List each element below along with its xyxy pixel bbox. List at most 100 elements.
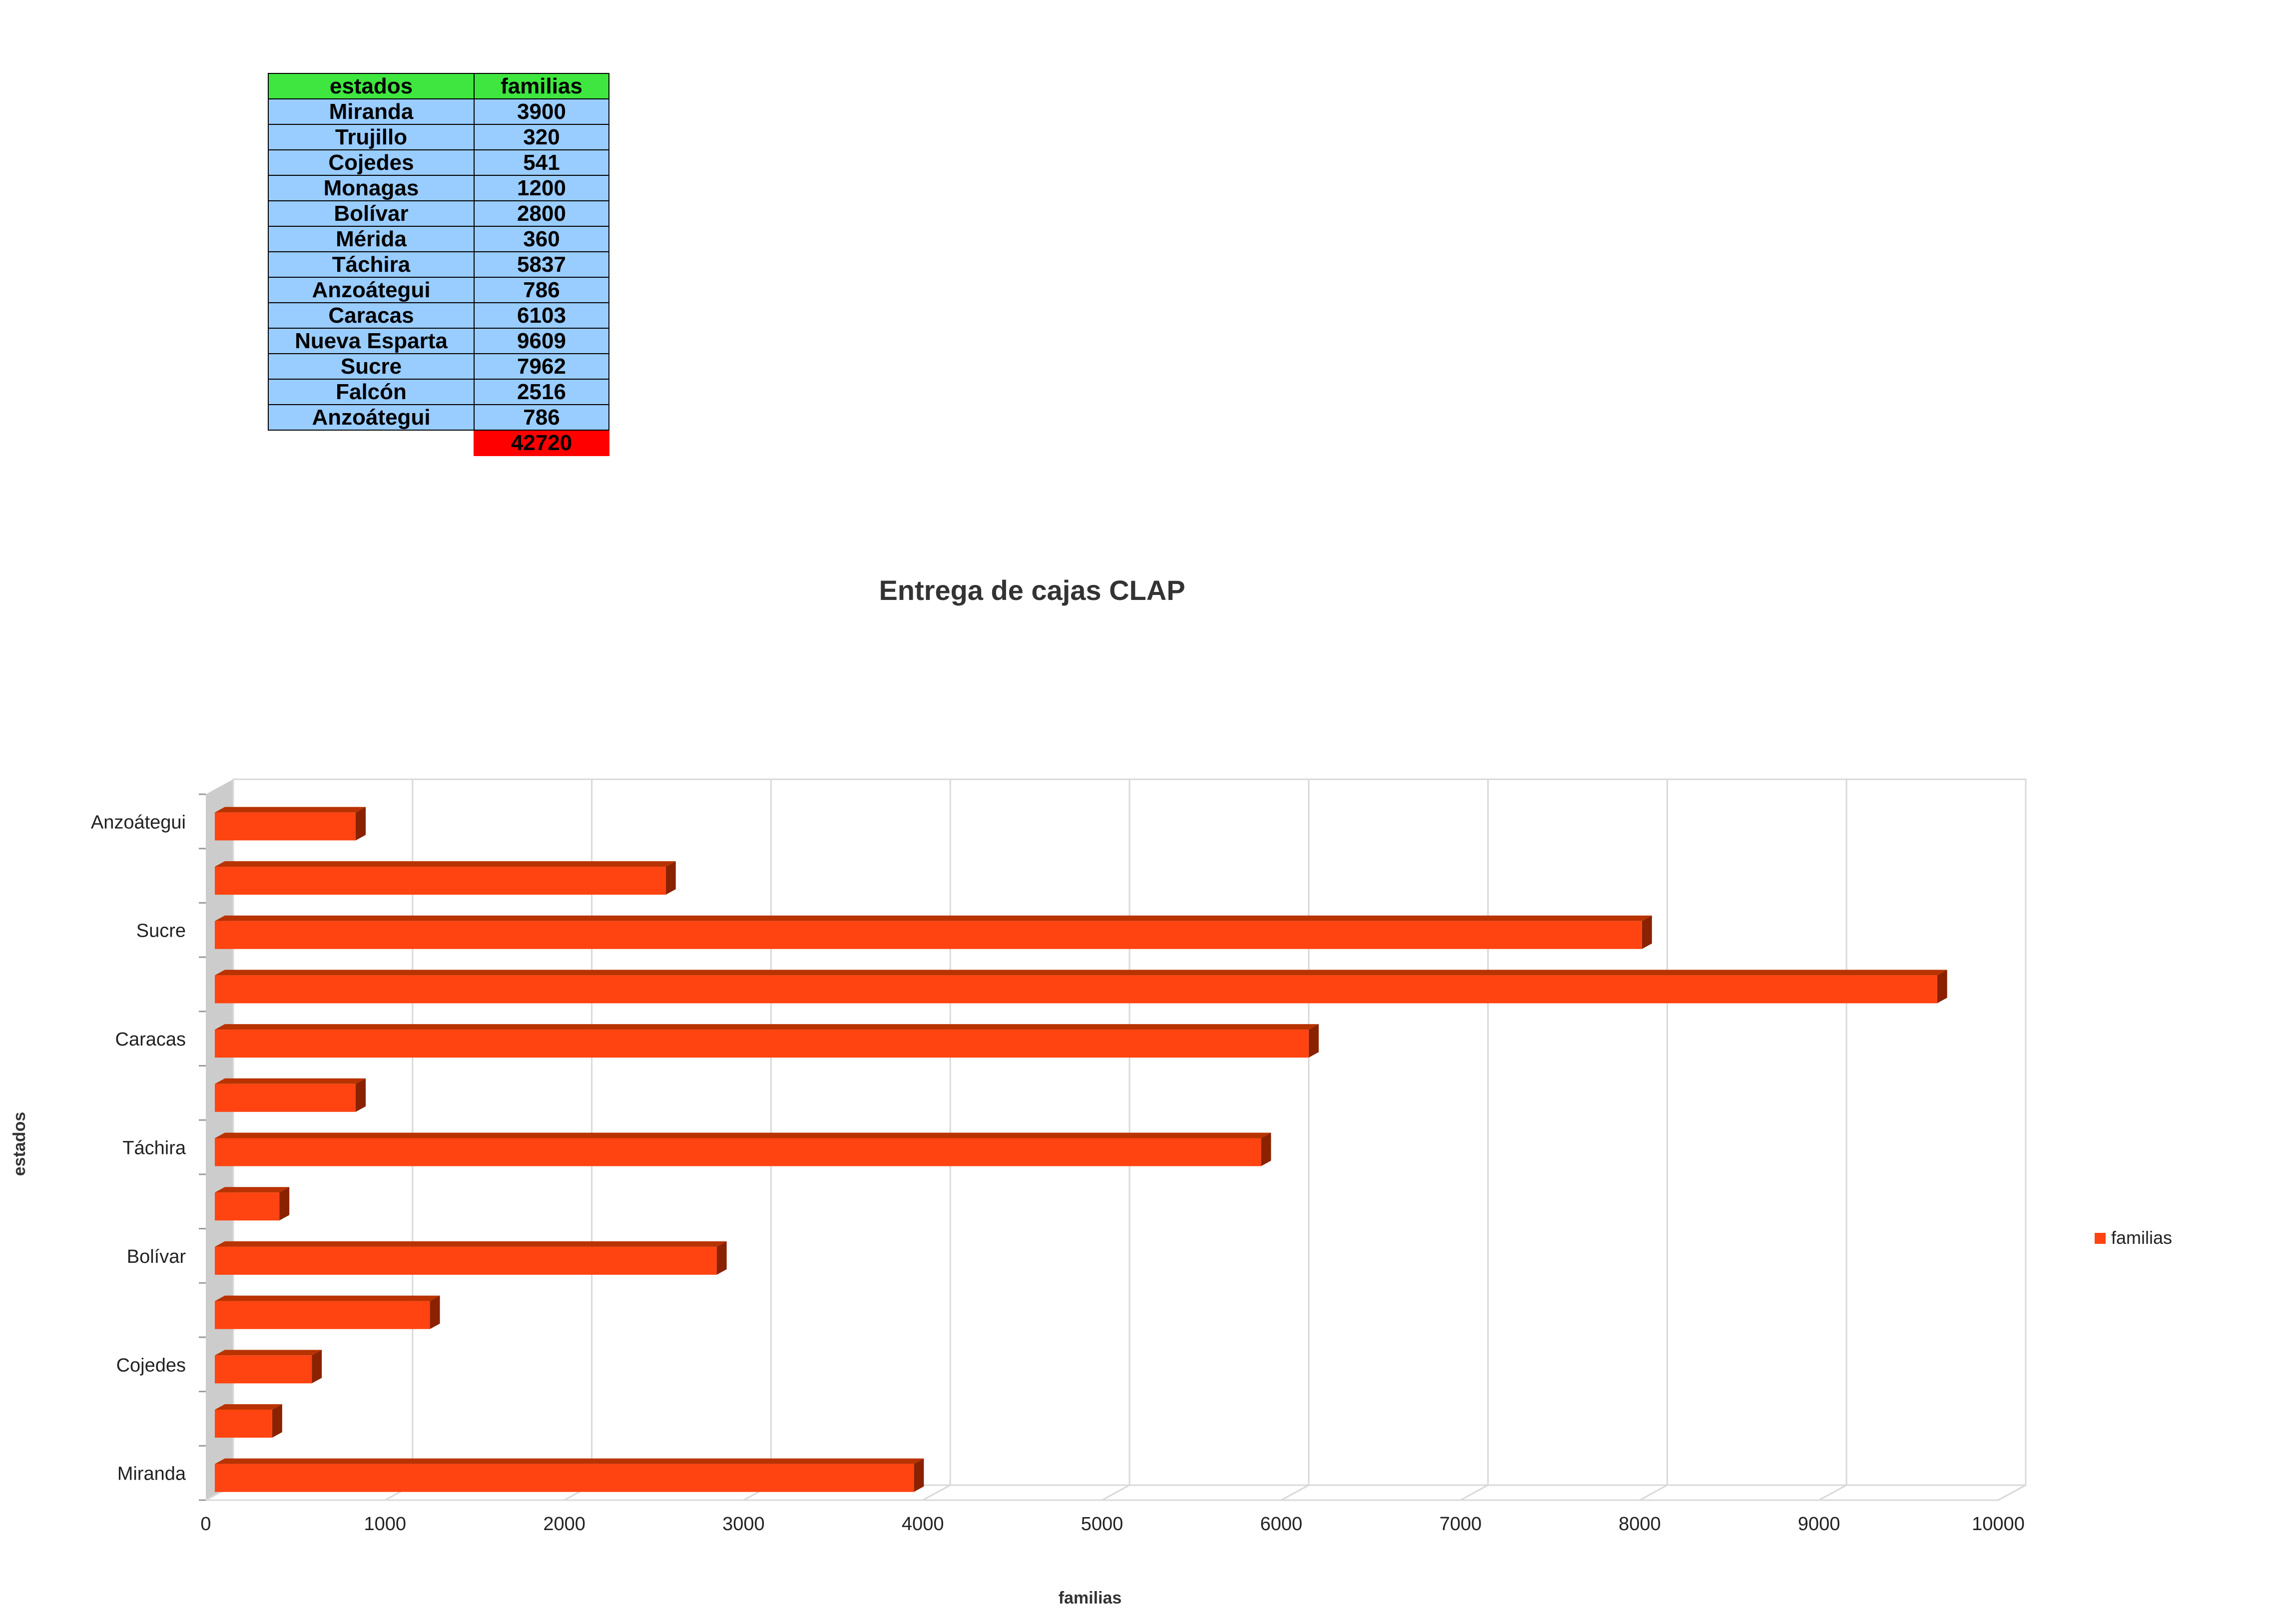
- bar-side: [1261, 1132, 1271, 1166]
- table-row: Trujillo 320: [268, 124, 609, 150]
- y-tick-label: Miranda: [117, 1464, 186, 1485]
- bar: [215, 1030, 1309, 1058]
- bar-top: [215, 861, 676, 867]
- chart-title: Entrega de cajas CLAP: [879, 574, 1185, 606]
- x-tick-label: 8000: [1619, 1514, 1661, 1535]
- table-header-row: estados familias: [268, 73, 609, 99]
- y-tick-label: Cojedes: [116, 1355, 186, 1376]
- x-tick-label: 9000: [1798, 1514, 1840, 1535]
- table-cell-familias: 360: [474, 226, 609, 252]
- bar-side: [430, 1295, 440, 1329]
- bar: [215, 867, 666, 895]
- x-tick-label: 0: [200, 1514, 211, 1535]
- bar: [215, 1192, 280, 1221]
- bar-side: [356, 1078, 366, 1112]
- x-axis-title: familias: [1059, 1589, 1122, 1608]
- bar: [215, 1301, 430, 1329]
- table-total-row: 42720: [268, 430, 609, 456]
- bar-top: [215, 1241, 727, 1247]
- table-row: Mérida 360: [268, 226, 609, 252]
- table-row: Nueva Esparta 9609: [268, 328, 609, 354]
- table-total-cell: 42720: [474, 430, 609, 456]
- bar-side: [665, 861, 676, 895]
- bar-side: [1308, 1024, 1319, 1058]
- bar: [215, 1409, 272, 1438]
- table-cell-familias: 786: [474, 404, 609, 431]
- table-body: Miranda 3900 Trujillo 320 Cojedes 541 Monagas 1…: [268, 98, 609, 456]
- y-tick-label: Bolívar: [127, 1246, 186, 1267]
- table-row: Táchira 5837: [268, 251, 609, 278]
- table-cell-estado: Cojedes: [268, 149, 475, 176]
- y-tick-label: Sucre: [136, 921, 186, 942]
- legend-swatch-familias: [2095, 1233, 2106, 1244]
- y-tick-label: Caracas: [115, 1029, 186, 1050]
- table-cell-estado: Nueva Esparta: [268, 328, 475, 354]
- bar: [215, 1083, 356, 1112]
- bar-top: [215, 1295, 440, 1301]
- x-tick-label: 10000: [1972, 1514, 2025, 1535]
- bar: [215, 1355, 312, 1384]
- table-row: Miranda 3900: [268, 98, 609, 125]
- bar: [215, 1138, 1261, 1166]
- floor-gridline: [922, 1484, 951, 1501]
- bar-top: [215, 1350, 322, 1356]
- bar-side: [356, 807, 366, 841]
- table-cell-familias: 786: [474, 277, 609, 303]
- x-tick-label: 2000: [543, 1514, 585, 1535]
- bar-side: [914, 1458, 924, 1492]
- table-cell-familias: 2516: [474, 379, 609, 405]
- table-cell-estado: Bolívar: [268, 200, 475, 227]
- bar: [215, 1246, 717, 1275]
- table-row: Cojedes 541: [268, 149, 609, 176]
- y-tick-label: Anzoátegui: [91, 812, 186, 833]
- x-tick-label: 4000: [902, 1514, 944, 1535]
- table-cell-estado: Monagas: [268, 175, 475, 201]
- legend: familias: [2095, 1227, 2172, 1248]
- bar-top: [215, 1187, 290, 1193]
- table-cell-estado: Anzoátegui: [268, 277, 475, 303]
- table-cell-familias: 6103: [474, 302, 609, 329]
- y-tick-label: Táchira: [122, 1138, 186, 1159]
- x-tick-label: 6000: [1260, 1514, 1303, 1535]
- table-row: Anzoátegui 786: [268, 277, 609, 303]
- bar: [215, 921, 1642, 949]
- x-tick-label: 5000: [1081, 1514, 1124, 1535]
- floor-gridline: [1639, 1484, 1668, 1501]
- bar-top: [215, 970, 1947, 976]
- table-cell-familias: 9609: [474, 328, 609, 354]
- bar: [215, 1464, 914, 1492]
- bar-side: [1642, 915, 1652, 949]
- bar-side: [312, 1350, 322, 1384]
- table-row: Caracas 6103: [268, 302, 609, 329]
- bar: [215, 812, 356, 841]
- floor-gridline: [1281, 1484, 1309, 1501]
- table-cell-familias: 1200: [474, 175, 609, 201]
- x-tick-label: 1000: [364, 1514, 407, 1535]
- table-row: Anzoátegui 786: [268, 404, 609, 431]
- table-row: Bolívar 2800: [268, 200, 609, 227]
- bar-top: [215, 1458, 924, 1464]
- bar-side: [1937, 970, 1947, 1004]
- bar-top: [215, 1024, 1319, 1030]
- floor-gridline: [1460, 1484, 1489, 1501]
- table-header-familias: familias: [474, 73, 609, 99]
- floor-gridline: [1102, 1484, 1130, 1501]
- table-cell-estado: Miranda: [268, 98, 475, 125]
- data-table: estados familias Miranda 3900 Trujillo 320 C…: [268, 73, 609, 456]
- x-tick-label: 3000: [722, 1514, 765, 1535]
- floor-gridline: [1818, 1484, 1847, 1501]
- floor-gridline: [1998, 1484, 2026, 1501]
- table-row: Falcón 2516: [268, 379, 609, 405]
- table-cell-estado: Trujillo: [268, 124, 475, 150]
- table-cell-estado: Mérida: [268, 226, 475, 252]
- bar-top: [215, 1132, 1271, 1138]
- table-header-estados: estados: [268, 73, 475, 99]
- bar-top: [215, 1404, 282, 1410]
- y-axis-title: estados: [10, 1112, 29, 1176]
- bar-top: [215, 915, 1652, 921]
- table-cell-estado: Táchira: [268, 251, 475, 278]
- table-cell-familias: 5837: [474, 251, 609, 278]
- table-cell-estado: Caracas: [268, 302, 475, 329]
- table-cell-estado: Falcón: [268, 379, 475, 405]
